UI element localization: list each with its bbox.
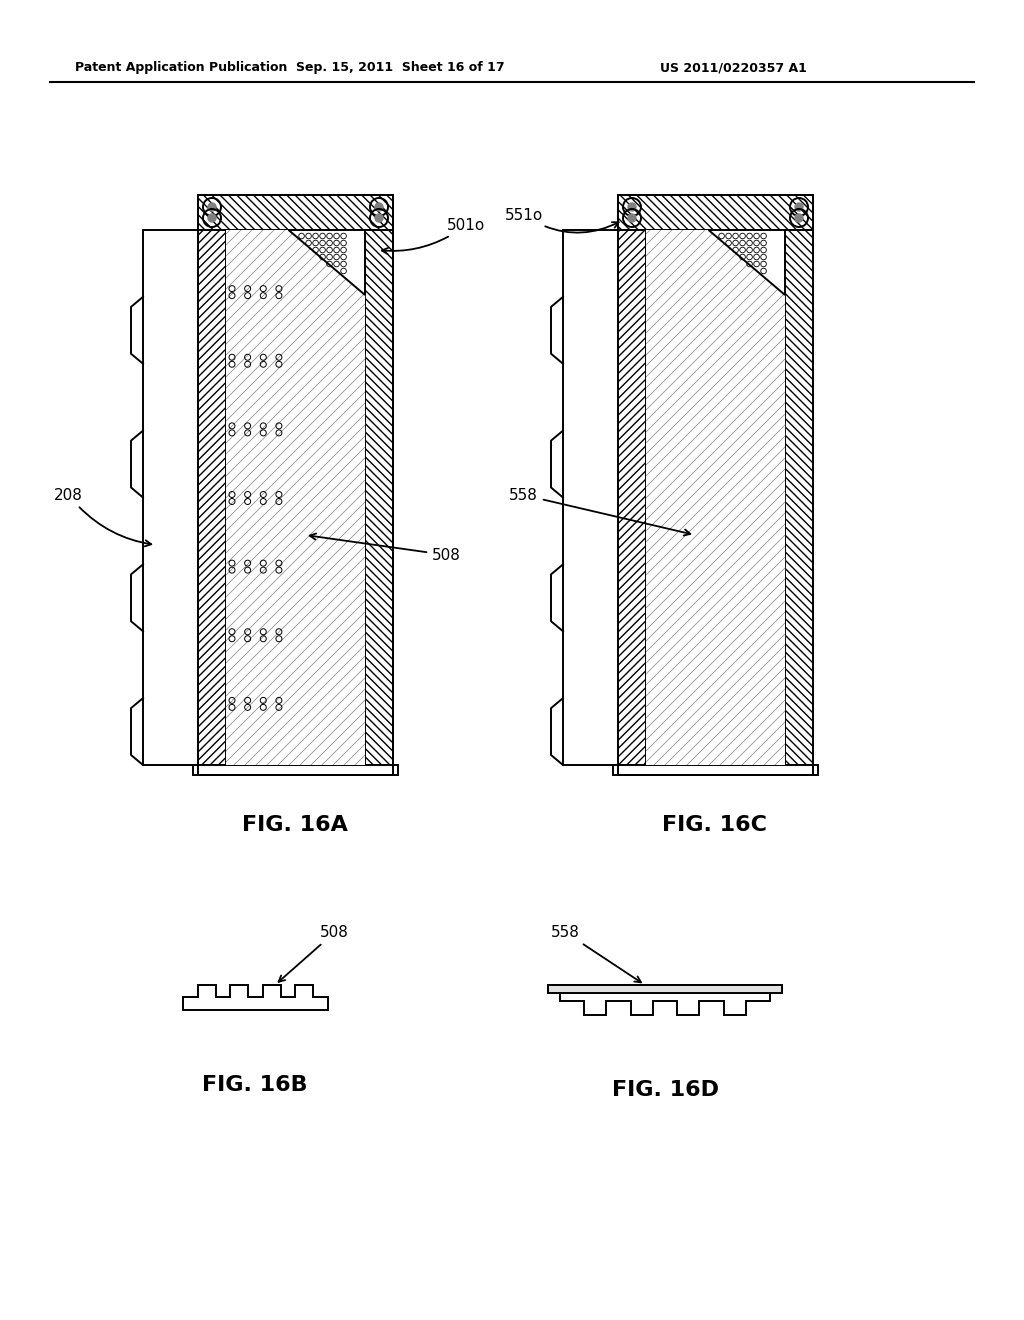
Polygon shape (560, 993, 770, 1015)
Bar (198, 195, 393, 230)
Bar (143, 230, 198, 766)
Bar (646, 230, 785, 766)
Circle shape (628, 203, 636, 211)
Bar (193, 766, 398, 775)
Bar (226, 354, 365, 367)
Text: US 2011/0220357 A1: US 2011/0220357 A1 (660, 62, 807, 74)
Bar (785, 230, 813, 766)
Circle shape (208, 203, 216, 211)
Circle shape (375, 203, 383, 211)
Bar (226, 285, 365, 298)
Text: 558: 558 (509, 487, 690, 536)
Bar (618, 195, 813, 775)
Bar (646, 422, 785, 436)
Text: Patent Application Publication: Patent Application Publication (75, 62, 288, 74)
Polygon shape (289, 230, 365, 294)
Bar (646, 560, 785, 573)
Bar (618, 230, 646, 766)
Polygon shape (183, 985, 328, 1010)
Bar (548, 985, 782, 993)
Bar (226, 697, 365, 710)
Text: 558: 558 (551, 925, 641, 982)
Text: 501o: 501o (382, 218, 485, 253)
Text: FIG. 16A: FIG. 16A (242, 814, 348, 836)
Bar (646, 628, 785, 642)
Bar (646, 354, 785, 367)
Bar (365, 230, 393, 766)
Bar (548, 985, 782, 993)
Text: FIG. 16D: FIG. 16D (611, 1080, 719, 1100)
Bar (563, 230, 618, 766)
Bar (226, 628, 365, 642)
Bar (646, 697, 785, 710)
Bar (646, 491, 785, 504)
Bar (226, 422, 365, 436)
Text: 508: 508 (279, 925, 349, 982)
Bar (646, 285, 785, 298)
Text: 508: 508 (309, 533, 461, 562)
Polygon shape (709, 230, 785, 294)
Circle shape (795, 203, 803, 211)
Bar (613, 766, 818, 775)
Circle shape (795, 214, 803, 222)
Bar (198, 195, 393, 775)
Bar (198, 230, 226, 766)
Bar (226, 491, 365, 504)
Bar (226, 230, 365, 766)
Text: FIG. 16C: FIG. 16C (663, 814, 768, 836)
Circle shape (208, 214, 216, 222)
Text: Sep. 15, 2011  Sheet 16 of 17: Sep. 15, 2011 Sheet 16 of 17 (296, 62, 504, 74)
Circle shape (628, 214, 636, 222)
Bar (226, 560, 365, 573)
Text: FIG. 16B: FIG. 16B (202, 1074, 308, 1096)
Bar (618, 195, 813, 230)
Text: 551o: 551o (505, 207, 618, 232)
Circle shape (375, 214, 383, 222)
Text: 208: 208 (54, 487, 152, 546)
